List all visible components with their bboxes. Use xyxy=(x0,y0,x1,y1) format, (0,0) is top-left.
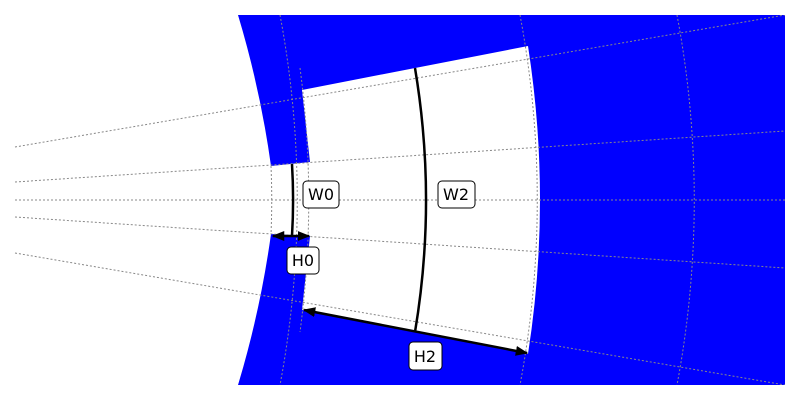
label-h2: H2 xyxy=(408,341,443,371)
radial-grid xyxy=(14,15,785,385)
label-w0-text: W0 xyxy=(308,185,334,204)
w2-dimension-arc xyxy=(413,67,428,333)
label-h2-text: H2 xyxy=(414,347,436,366)
w0-dimension-arc xyxy=(290,163,295,237)
label-h0-text: H0 xyxy=(292,251,314,270)
h2-dimension-arrow xyxy=(302,307,529,356)
label-h0: H0 xyxy=(286,246,320,275)
stator-region xyxy=(238,15,785,385)
label-w2: W2 xyxy=(437,180,476,209)
label-w0: W0 xyxy=(302,180,340,209)
label-w2-text: W2 xyxy=(443,185,469,204)
